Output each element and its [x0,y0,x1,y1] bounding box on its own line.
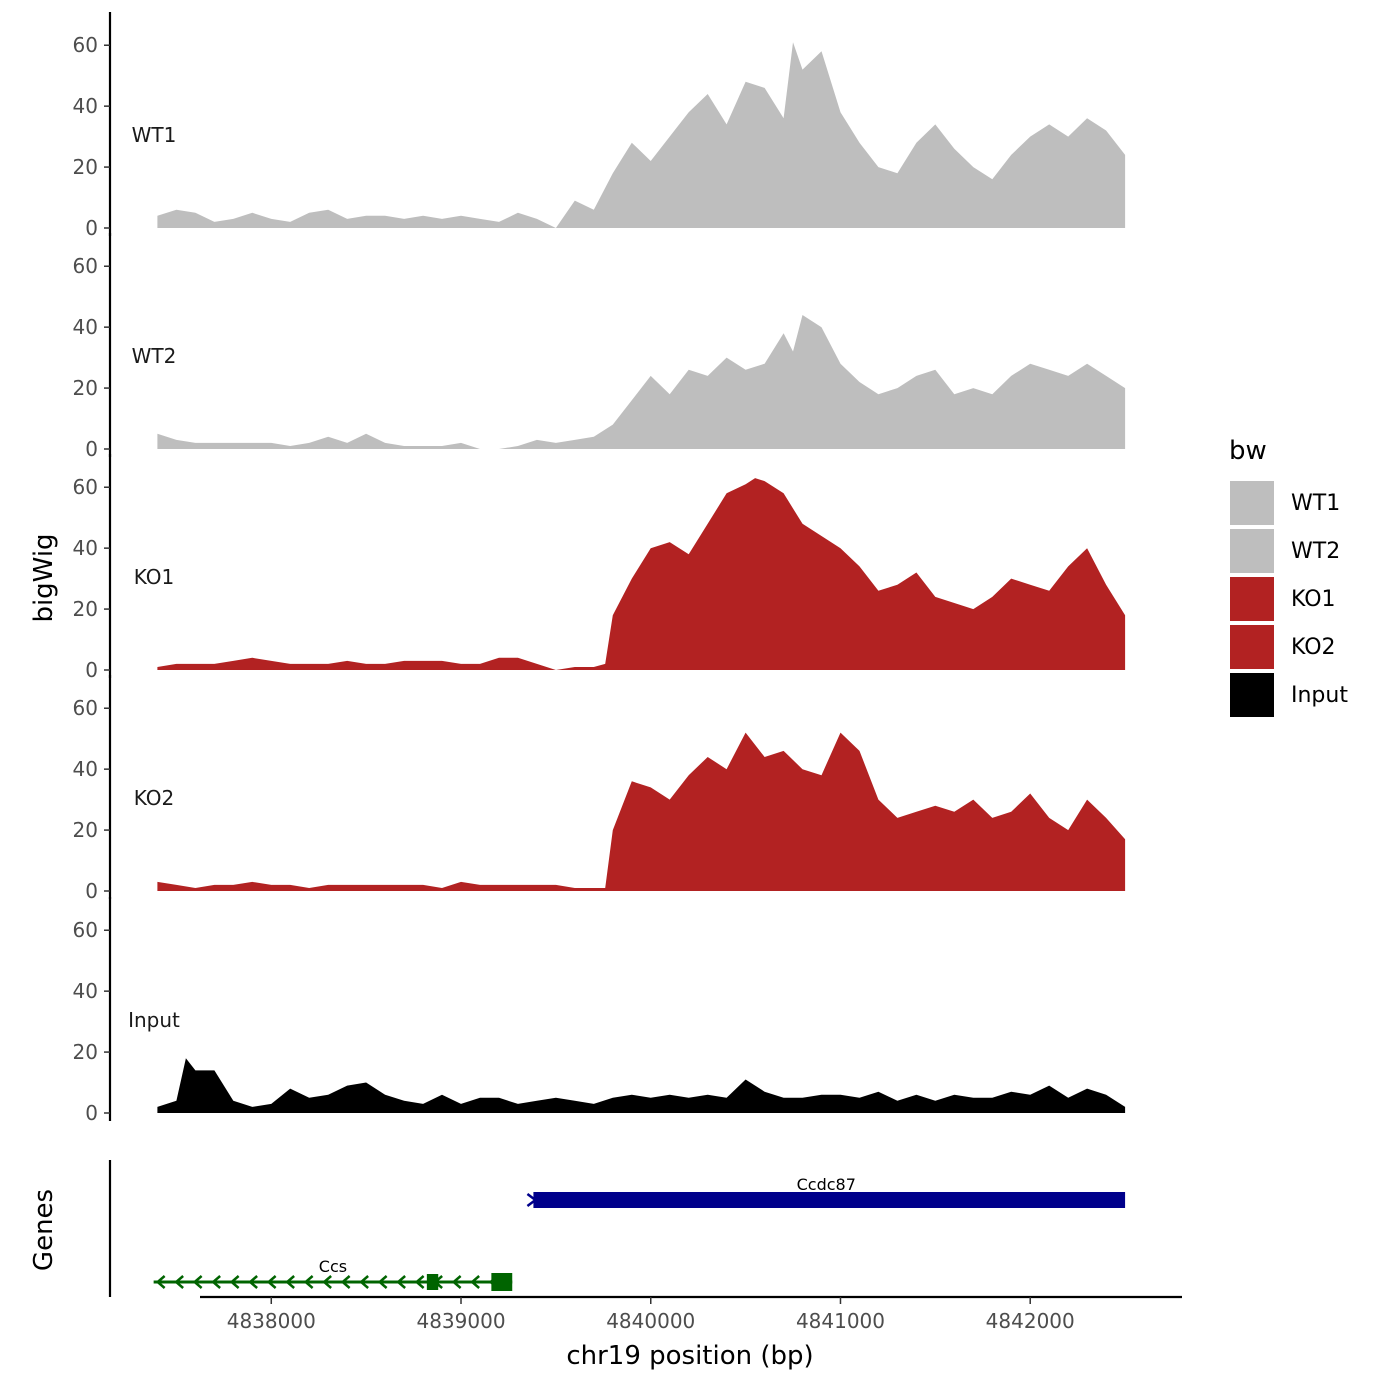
legend-entry-ko2: KO2 [1228,623,1336,671]
strand-arrow [229,1275,240,1289]
y-tick-label: 20 [73,1040,98,1064]
legend-label: KO2 [1291,635,1336,660]
strand-arrow [192,1275,203,1289]
y-tick-label: 20 [73,155,98,179]
genes-panel: Ccdc87 Ccs [108,1160,1126,1297]
x-tick-label: 4840000 [606,1309,695,1333]
strand-arrow [174,1275,184,1289]
legend-entry-input: Input [1228,671,1348,719]
y-tick-label: 0 [85,1101,98,1125]
y-tick-label: 40 [73,536,98,560]
track-label: WT2 [132,344,177,368]
legend-label: Input [1291,683,1348,708]
legend-entry-wt1: WT1 [1228,479,1340,527]
track-ko2: 0 20 40 60 KO2 [73,675,1126,903]
y-tick-label: 20 [73,818,98,842]
x-axis-title: chr19 position (bp) [566,1341,813,1371]
strand-arrow [414,1275,425,1289]
x-tick-label: 4838000 [227,1309,316,1333]
track-label: WT1 [132,123,177,147]
y-tick-label: 0 [85,216,98,240]
gene-label: Ccs [319,1257,347,1276]
strand-arrow [155,1275,166,1289]
y-tick-label: 60 [73,696,98,720]
legend-swatch [1228,479,1276,527]
strand-arrow [303,1275,314,1289]
x-tick-label: 4841000 [796,1309,885,1333]
strand-arrow [470,1275,480,1289]
y-tick-label: 40 [73,979,98,1003]
gene-body [533,1192,1126,1208]
legend-label: WT1 [1291,491,1340,516]
track-label: Input [128,1008,180,1032]
x-tick-label: 4842000 [986,1309,1075,1333]
y-tick-label: 0 [85,879,98,903]
gene-ccs: Ccs [153,1257,513,1291]
y-tick-label: 60 [73,475,98,499]
area-wt1 [157,42,1126,229]
strand-arrow [396,1275,406,1289]
y-tick-label: 40 [73,315,98,339]
legend-swatch [1228,527,1276,575]
legend-label: WT2 [1291,539,1340,564]
track-ko1: 0 20 40 60 KO1 [73,454,1126,682]
gene-label: Ccdc87 [797,1175,856,1194]
genes-panel-title: Genes [29,1189,59,1271]
legend-label: KO1 [1291,587,1336,612]
y-tick-label: 0 [85,658,98,682]
y-tick-label: 60 [73,254,98,278]
strand-arrow [248,1275,258,1289]
legend-title: bw [1229,436,1267,466]
strand-arrow [266,1275,277,1289]
legend-swatch [1228,575,1276,623]
x-axis: 4838000 4839000 4840000 4841000 4842000 [200,1295,1182,1333]
gene-exon [491,1273,513,1291]
area-ko2 [157,732,1126,891]
track-wt1: 0 20 40 60 WT1 [73,12,1126,240]
y-axis-title: bigWig [29,533,59,622]
strand-arrow [340,1275,351,1289]
legend-swatch [1228,623,1276,671]
strand-arrow [377,1275,388,1289]
y-tick-label: 20 [73,597,98,621]
track-input: 0 20 40 60 Input [73,897,1126,1125]
legend: bw WT1 WT2 KO1 KO2 Input [1228,436,1348,719]
legend-entry-ko1: KO1 [1228,575,1336,623]
strand-arrow [322,1275,332,1289]
area-ko1 [157,478,1126,670]
strand-arrow [211,1275,221,1289]
y-tick-label: 40 [73,757,98,781]
y-tick-label: 60 [73,918,98,942]
x-tick-label: 4839000 [416,1309,505,1333]
gene-ccdc87: Ccdc87 [526,1175,1126,1208]
y-tick-label: 0 [85,437,98,461]
legend-swatch [1228,671,1276,719]
strand-arrow [285,1275,295,1289]
track-label: KO2 [134,786,175,810]
legend-entry-wt2: WT2 [1228,527,1340,575]
area-wt2 [157,315,1126,449]
y-tick-label: 40 [73,94,98,118]
track-wt2: 0 20 40 60 WT2 [73,233,1126,461]
strand-arrow [526,1193,538,1207]
track-panels: 0 20 40 60 WT1 0 20 40 60 WT2 0 20 40 60 KO1 0 20 40 60 KO2… [73,12,1126,1125]
y-tick-label: 60 [73,33,98,57]
y-tick-label: 20 [73,376,98,400]
area-input [157,1058,1126,1113]
strand-arrow [451,1275,462,1289]
strand-arrow [359,1275,369,1289]
gene-exon [426,1274,439,1290]
track-label: KO1 [134,565,175,589]
